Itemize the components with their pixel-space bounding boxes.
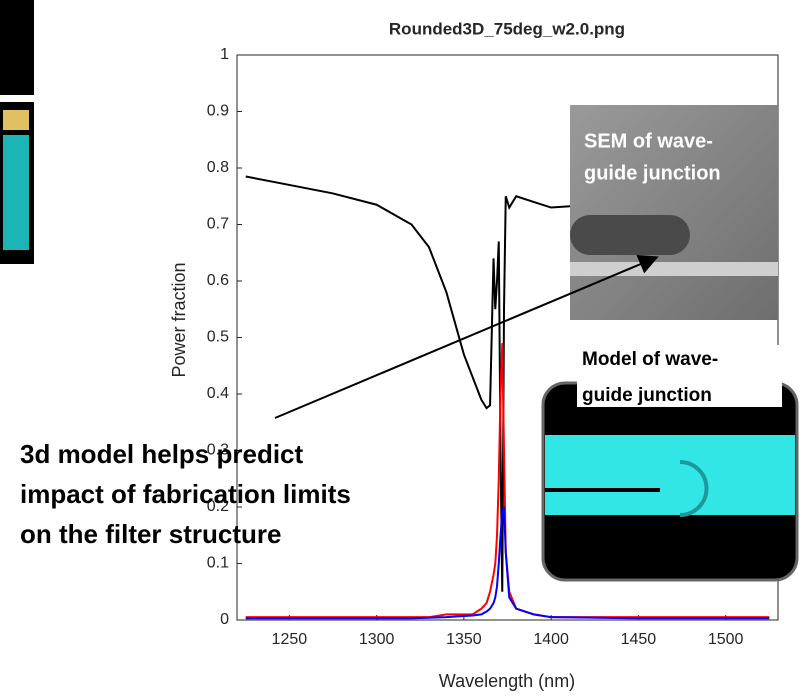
arrow [274,254,659,419]
sem-image-detail [570,215,690,255]
y-tick-label: 0.2 [207,498,229,515]
annotation: 3d model helps predict [20,439,304,469]
cropped-image-detail [3,135,29,250]
model-label-bg [577,345,782,407]
y-tick-label: 0.5 [207,329,229,346]
y-tick-label: 1 [220,46,229,63]
x-tick-label: 1300 [359,631,395,648]
model-label: Model of wave- [582,349,718,370]
x-tick-label: 1350 [446,631,482,648]
sem-label: guide junction [584,162,721,184]
model-image-detail [545,435,795,515]
sem-label: SEM of wave- [584,130,713,152]
model-label: guide junction [582,385,712,406]
x-tick-label: 1400 [533,631,569,648]
y-tick-label: 0 [220,611,229,628]
y-tick-label: 0.7 [207,216,229,233]
x-tick-label: 1450 [621,631,657,648]
y-tick-label: 0.6 [207,272,229,289]
series-line [245,506,770,620]
annotation: on the filter structure [20,519,281,549]
sem-image-detail [570,262,778,276]
y-axis-label: Power fraction [169,262,189,377]
series-line [245,175,770,592]
y-tick-label: 0.8 [207,159,229,176]
cropped-image-detail [3,110,29,130]
x-tick-label: 1500 [708,631,744,648]
y-tick-label: 0.4 [207,385,229,402]
annotation: impact of fabrication limits [20,479,351,509]
y-tick-label: 0.9 [207,103,229,120]
sem-image [570,105,778,320]
x-tick-label: 1250 [272,631,308,648]
y-tick-label: 0.3 [207,442,229,459]
chart-title: Rounded3D_75deg_w2.0.png [389,19,625,38]
y-tick-label: 0.1 [207,555,229,572]
x-axis-label: Wavelength (nm) [439,671,575,691]
model-image-detail [679,460,709,517]
cropped-image [0,0,34,95]
